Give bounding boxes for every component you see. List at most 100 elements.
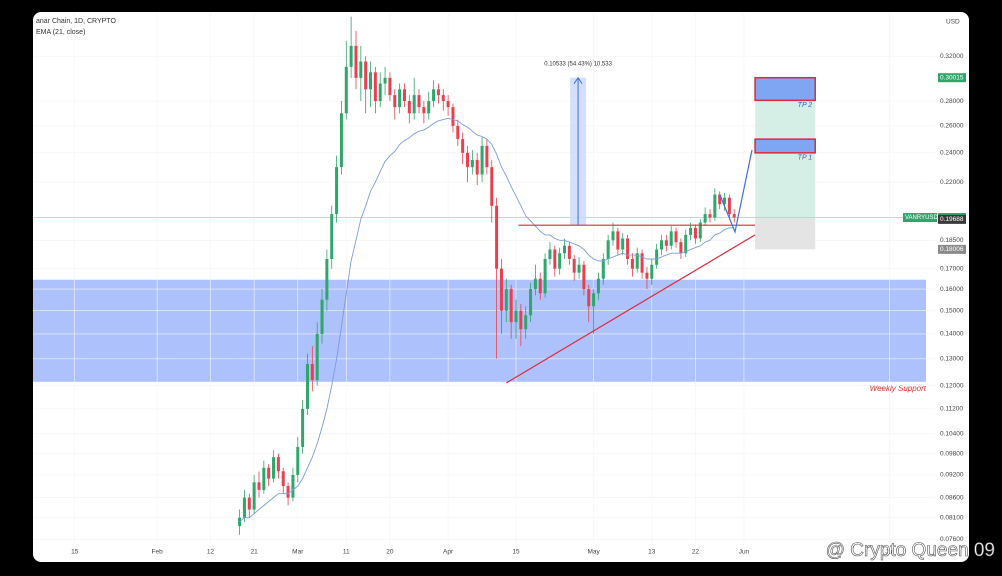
candle-body <box>592 293 596 307</box>
candle-body <box>664 240 668 246</box>
candle-body <box>305 364 309 409</box>
candle-body <box>650 264 654 279</box>
price-tag-label: 0.19688 <box>940 216 964 223</box>
candle-body <box>466 152 470 168</box>
y-tick-label: 0.22000 <box>940 179 964 186</box>
candle-body <box>698 222 702 239</box>
plot: Weekly Support 0.32000 0.28000 0.26000 0.240… <box>33 12 966 556</box>
y-tick-label: 0.08600 <box>940 494 964 501</box>
candle-body <box>616 231 620 250</box>
candle-body <box>412 95 416 114</box>
watermark: @ Crypto Queen 09 <box>826 540 995 561</box>
candle-body <box>684 234 688 254</box>
candle-body <box>417 95 421 108</box>
x-tick-label: Feb <box>152 549 164 556</box>
candle-body <box>669 231 673 246</box>
candle-body <box>490 167 494 206</box>
y-tick-label: 0.16000 <box>940 286 964 293</box>
ema-line <box>239 117 735 523</box>
candle-body <box>514 310 518 323</box>
y-tick-label: 0.15000 <box>940 307 964 314</box>
candle-body <box>485 145 489 168</box>
y-tick-label: 0.10400 <box>940 430 964 437</box>
candle-body <box>436 89 440 96</box>
candle-body <box>262 467 266 490</box>
candle-body <box>674 231 678 243</box>
candle-body <box>373 72 377 102</box>
y-tick-label: 0.07600 <box>940 536 964 543</box>
candle-body <box>553 249 557 269</box>
candle-body <box>708 214 712 218</box>
candle-body <box>247 497 251 510</box>
candle-body <box>693 227 697 239</box>
candle-body <box>723 197 727 205</box>
x-tick-label: 11 <box>343 549 350 556</box>
candle-body <box>655 249 659 265</box>
candle-body <box>558 253 562 269</box>
candle-body <box>626 238 630 259</box>
candle-body <box>242 497 246 518</box>
x-tick-label: Jul <box>885 549 894 556</box>
candle-body <box>679 242 683 254</box>
x-tick-label: Apr <box>443 549 454 556</box>
candle-body <box>713 194 717 218</box>
candle-body <box>422 107 426 114</box>
candle-body <box>533 278 537 290</box>
y-tick-label: 0.32000 <box>940 53 964 60</box>
candle-body <box>635 253 639 269</box>
y-tick-label: 0.26000 <box>940 123 964 130</box>
candle-body <box>276 457 280 472</box>
candle-body <box>330 214 334 259</box>
candle-body <box>378 83 382 102</box>
candle-body <box>582 264 586 290</box>
price-tag <box>938 73 966 83</box>
candle-body <box>388 77 392 96</box>
candle-body <box>611 231 615 241</box>
y-tick-label: 0.09800 <box>940 450 964 457</box>
y-tick-label: 0.08100 <box>940 514 964 521</box>
x-tick-label: 15 <box>512 549 520 556</box>
candle-body <box>572 258 576 273</box>
candle-body <box>621 238 625 250</box>
candle-body <box>301 408 305 447</box>
candle-body <box>427 101 431 114</box>
candle-body <box>398 89 402 108</box>
trendline <box>506 234 756 384</box>
candle-body <box>393 95 397 108</box>
x-tick-label: 12 <box>207 549 215 556</box>
loss-zone <box>755 217 816 250</box>
candle-body <box>446 101 450 108</box>
symbol-tag-label: VANRYUSD <box>905 215 938 221</box>
candle-body <box>509 289 513 323</box>
zone-label: Weekly Support <box>870 384 927 393</box>
candle-body <box>252 482 256 510</box>
candle-body <box>499 268 503 311</box>
candle-body <box>727 197 731 215</box>
candle-body <box>296 446 300 475</box>
candle-body <box>349 45 353 67</box>
candle-body <box>596 278 600 294</box>
candle-body <box>286 486 290 498</box>
target-label: TP 1 <box>798 155 813 162</box>
candle-body <box>563 245 567 254</box>
measure-label: 0.10533 (54.43%) 10,533 <box>544 61 612 67</box>
candle-body <box>689 227 693 235</box>
candle-body <box>606 240 610 259</box>
candle-body <box>267 467 271 479</box>
candle-body <box>281 471 285 487</box>
candle-body <box>456 125 460 140</box>
y-tick-label: 0.12000 <box>940 382 964 389</box>
candle-body <box>659 240 663 250</box>
candle-body <box>470 159 474 168</box>
candle-body <box>354 45 358 78</box>
candle-body <box>315 333 319 381</box>
candle-body <box>640 253 644 273</box>
candle-body <box>310 364 314 381</box>
candle-body <box>703 214 707 223</box>
target-box <box>754 76 816 102</box>
symbol-tag <box>903 213 937 223</box>
x-tick-label: May <box>587 549 600 556</box>
candle-body <box>335 167 339 215</box>
